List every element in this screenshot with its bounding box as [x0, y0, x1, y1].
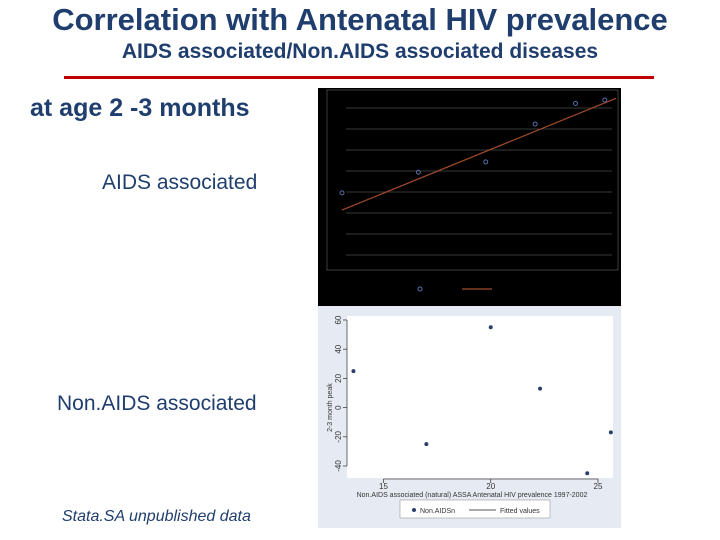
nonaids-y-tick-label: 20: [334, 373, 343, 382]
aids-data-point: [483, 159, 489, 165]
nonaids-data-point: [538, 386, 543, 391]
aids-fitted-line: [341, 97, 617, 211]
nonaids-legend-box: [399, 499, 551, 519]
aids-data-point: [339, 190, 345, 196]
aids-associated-label: AIDS associated: [102, 171, 258, 194]
nonaids-associated-label: Non.AIDS associated: [57, 392, 257, 415]
aids-data-point: [602, 97, 608, 103]
nonaids-y-tick-label: 40: [334, 344, 343, 353]
nonaids-x-tick-label: 20: [486, 482, 495, 491]
nonaids-x-tick-label: 15: [379, 482, 388, 491]
nonaids-legend-label: Non.AIDSn: [420, 508, 455, 515]
nonaids-data-point: [585, 471, 590, 476]
aids-data-point: [532, 121, 538, 127]
aids-data-point: [415, 169, 421, 175]
nonaids-plot-area: [347, 316, 613, 478]
slide-title: Correlation with Antenatal HIV prevalenc…: [52, 2, 668, 37]
nonaids-x-axis-title: Non.AIDS associated (natural) ASSA Anten…: [357, 492, 588, 499]
slide-subtitle: AIDS associated/Non.AIDS associated dise…: [121, 40, 599, 63]
aids-plot-area: [326, 89, 619, 271]
nonaids-data-point: [424, 442, 429, 447]
nonaids-y-tick-label: 60: [334, 315, 343, 324]
nonaids-y-tick-label: -40: [334, 460, 343, 472]
age-label: at age 2 -3 months: [30, 94, 250, 122]
nonaids-legend-marker: [412, 508, 416, 512]
nonaids-data-point: [351, 369, 356, 374]
nonaids-y-axis-title: 2-3 month peak: [327, 383, 334, 432]
nonaids-y-tick-label: -20: [334, 430, 343, 442]
aids-data-point: [573, 100, 579, 106]
nonaids-legend-label: Fitted values: [500, 508, 540, 515]
title-divider: [64, 76, 654, 79]
aids-outlier-point: [417, 286, 423, 292]
nonaids-data-point: [488, 325, 493, 330]
source-note: Stata.SA unpublished data: [62, 508, 251, 525]
nonaids-y-tick-label: 0: [334, 405, 343, 410]
nonaids-x-tick-label: 25: [594, 482, 603, 491]
nonaids-data-point: [608, 430, 613, 435]
